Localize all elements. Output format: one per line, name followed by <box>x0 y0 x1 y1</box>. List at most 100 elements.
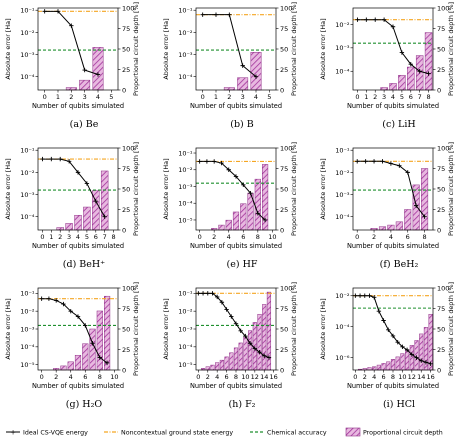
y-tick-label: 10⁻² <box>20 169 35 177</box>
panel-caption: (d) BeH⁺ <box>63 259 105 270</box>
plot-frame <box>352 147 434 231</box>
y2-tick-label: 100 <box>280 4 292 12</box>
depth-bar <box>407 66 415 91</box>
ideal-point <box>75 170 81 175</box>
x-tick-label: 2 <box>69 93 73 101</box>
y2-axis-label: Proportional circuit depth [%] <box>447 2 455 96</box>
x-tick-label: 5 <box>267 93 271 101</box>
ideal-point <box>84 181 90 186</box>
x-tick-label: 12 <box>408 373 416 381</box>
ideal-point <box>248 190 253 196</box>
ideal-point <box>408 62 413 67</box>
x-tick-label: 8 <box>111 233 115 241</box>
y2-tick-label: 0 <box>437 366 441 374</box>
y2-tick-label: 0 <box>122 226 126 234</box>
depth-bar <box>262 304 267 371</box>
depth-bar <box>409 345 414 371</box>
x-tick-label: 4 <box>254 93 258 101</box>
ideal-point <box>419 358 424 363</box>
x-tick-label: 6 <box>406 233 410 241</box>
y-tick-label: 10⁻¹ <box>20 290 35 298</box>
y2-tick-label: 25 <box>280 206 288 214</box>
ideal-point <box>413 203 419 208</box>
y-tick-label: 10⁻⁵ <box>178 216 193 224</box>
depth-bar <box>238 342 243 371</box>
x-tick-label: 16 <box>270 373 278 381</box>
y-tick-label: 10⁻² <box>178 308 193 316</box>
ideal-point <box>196 291 201 296</box>
ideal-point <box>353 293 358 298</box>
chart-panel-1: 0 1 2 3 4 5 10⁻¹ 10⁻² 10⁻³ 10⁻⁴ 0 25 50 75 100 Number o… <box>4 2 140 130</box>
y2-tick-label: 0 <box>122 366 126 374</box>
ideal-line <box>41 298 108 364</box>
y2-tick-label: 75 <box>437 25 445 33</box>
y-tick-label: 10⁻³ <box>178 325 193 333</box>
x-tick-label: 5 <box>400 93 404 101</box>
x-tick-label: 4 <box>227 233 231 241</box>
y2-tick-label: 0 <box>280 366 284 374</box>
depth-bar <box>248 330 253 371</box>
x-tick-label: 7 <box>103 233 107 241</box>
y-tick-label: 10⁻² <box>178 166 193 174</box>
ideal-line <box>44 10 99 75</box>
depth-bar <box>257 313 262 371</box>
y-tick-label: 10⁻² <box>335 292 350 300</box>
depth-bar <box>421 168 429 231</box>
ideal-point <box>380 159 385 164</box>
x-tick-label: 2 <box>54 373 58 381</box>
y-axis-label: Absolute error [Ha] <box>4 298 12 359</box>
ideal-point <box>233 174 239 179</box>
y2-tick-label: 100 <box>437 284 449 292</box>
x-tick-label: 6 <box>241 233 245 241</box>
depth-bar <box>232 211 240 231</box>
y2-tick-label: 100 <box>437 144 449 152</box>
x-tick-label: 4 <box>69 373 73 381</box>
depth-bar <box>376 364 381 371</box>
x-tick-label: 2 <box>227 93 231 101</box>
depth-bar <box>65 223 73 231</box>
depth-bar <box>372 366 377 371</box>
x-tick-label: 10 <box>398 373 406 381</box>
depth-bar <box>56 227 64 231</box>
y2-tick-label: 50 <box>122 45 130 53</box>
y-axis-label: Absolute error [Ha] <box>162 18 170 79</box>
y2-tick-label: 75 <box>437 165 445 173</box>
ideal-point <box>362 293 367 298</box>
x-tick-label: 3 <box>83 93 87 101</box>
ideal-point <box>204 159 210 164</box>
panel-caption: (b) B <box>230 119 254 130</box>
y2-tick-label: 75 <box>280 305 288 313</box>
depth-bar <box>378 226 387 231</box>
y-tick-label: 10⁻³ <box>20 191 35 199</box>
y2-tick-label: 50 <box>280 325 288 333</box>
ideal-point <box>381 318 386 323</box>
y2-axis-label: Proportional circuit depth [%] <box>447 282 455 376</box>
depth-bar <box>79 79 91 91</box>
y2-axis-label: Proportional circuit depth [%] <box>132 282 140 376</box>
y-tick-label: 10⁻⁴ <box>335 68 350 76</box>
x-axis-label: Number of qubits simulated <box>32 102 124 110</box>
ideal-point <box>404 347 410 353</box>
depth-bar <box>240 203 247 231</box>
ideal-point <box>42 9 47 14</box>
x-tick-label: 3 <box>382 93 386 101</box>
y2-tick-label: 50 <box>122 185 130 193</box>
panel-caption: (c) LiH <box>382 119 415 130</box>
x-tick-label: 2 <box>363 373 367 381</box>
x-tick-label: 10 <box>268 233 276 241</box>
depth-bar <box>398 74 406 91</box>
y2-tick-label: 0 <box>437 226 441 234</box>
ideal-point <box>371 295 377 300</box>
ideal-point <box>93 198 98 204</box>
ideal-point <box>367 293 372 298</box>
ideal-point <box>355 17 360 22</box>
depth-bar <box>89 328 96 371</box>
x-tick-label: 3 <box>67 233 71 241</box>
depth-bar <box>224 356 229 371</box>
y2-tick-label: 75 <box>280 165 288 173</box>
ideal-point <box>219 160 224 166</box>
ideal-point <box>266 355 272 360</box>
ideal-point <box>233 321 239 326</box>
y-tick-label: 10⁻² <box>335 21 350 29</box>
